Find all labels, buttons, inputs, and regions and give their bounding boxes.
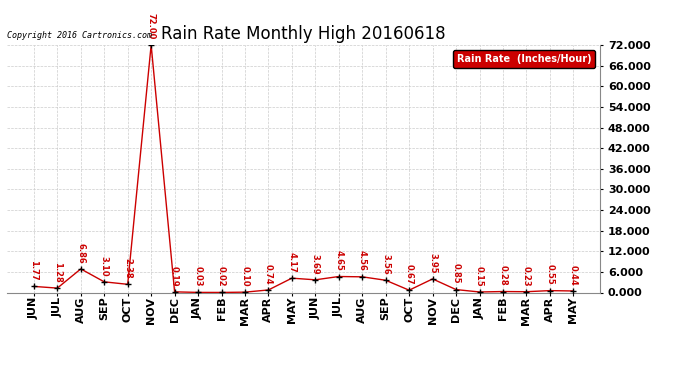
Text: 0.15: 0.15	[475, 266, 484, 286]
Text: 4.65: 4.65	[334, 250, 344, 271]
Text: 3.10: 3.10	[100, 256, 109, 276]
Text: 0.67: 0.67	[404, 264, 413, 285]
Text: 1.77: 1.77	[30, 260, 39, 281]
Text: 3.56: 3.56	[381, 254, 390, 275]
Text: 6.86: 6.86	[77, 243, 86, 263]
Text: 2.38: 2.38	[124, 258, 132, 279]
Text: 0.19: 0.19	[170, 266, 179, 286]
Text: 4.17: 4.17	[287, 252, 297, 273]
Text: 0.03: 0.03	[194, 266, 203, 287]
Text: 3.69: 3.69	[310, 254, 320, 274]
Text: 0.10: 0.10	[240, 266, 250, 286]
Text: 1.28: 1.28	[53, 262, 62, 282]
Text: 0.74: 0.74	[264, 264, 273, 284]
Text: 0.55: 0.55	[545, 264, 554, 285]
Text: 72.00: 72.00	[147, 13, 156, 39]
Text: 0.23: 0.23	[522, 266, 531, 286]
Title: Rain Rate Monthly High 20160618: Rain Rate Monthly High 20160618	[161, 26, 446, 44]
Text: 0.02: 0.02	[217, 266, 226, 287]
Text: 0.44: 0.44	[569, 265, 578, 285]
Text: Copyright 2016 Cartronics.com: Copyright 2016 Cartronics.com	[7, 31, 152, 40]
Legend: Rain Rate  (Inches/Hour): Rain Rate (Inches/Hour)	[453, 50, 595, 68]
Text: 4.56: 4.56	[357, 251, 367, 271]
Text: 3.95: 3.95	[428, 253, 437, 273]
Text: 0.85: 0.85	[451, 263, 460, 284]
Text: 0.28: 0.28	[498, 266, 507, 286]
